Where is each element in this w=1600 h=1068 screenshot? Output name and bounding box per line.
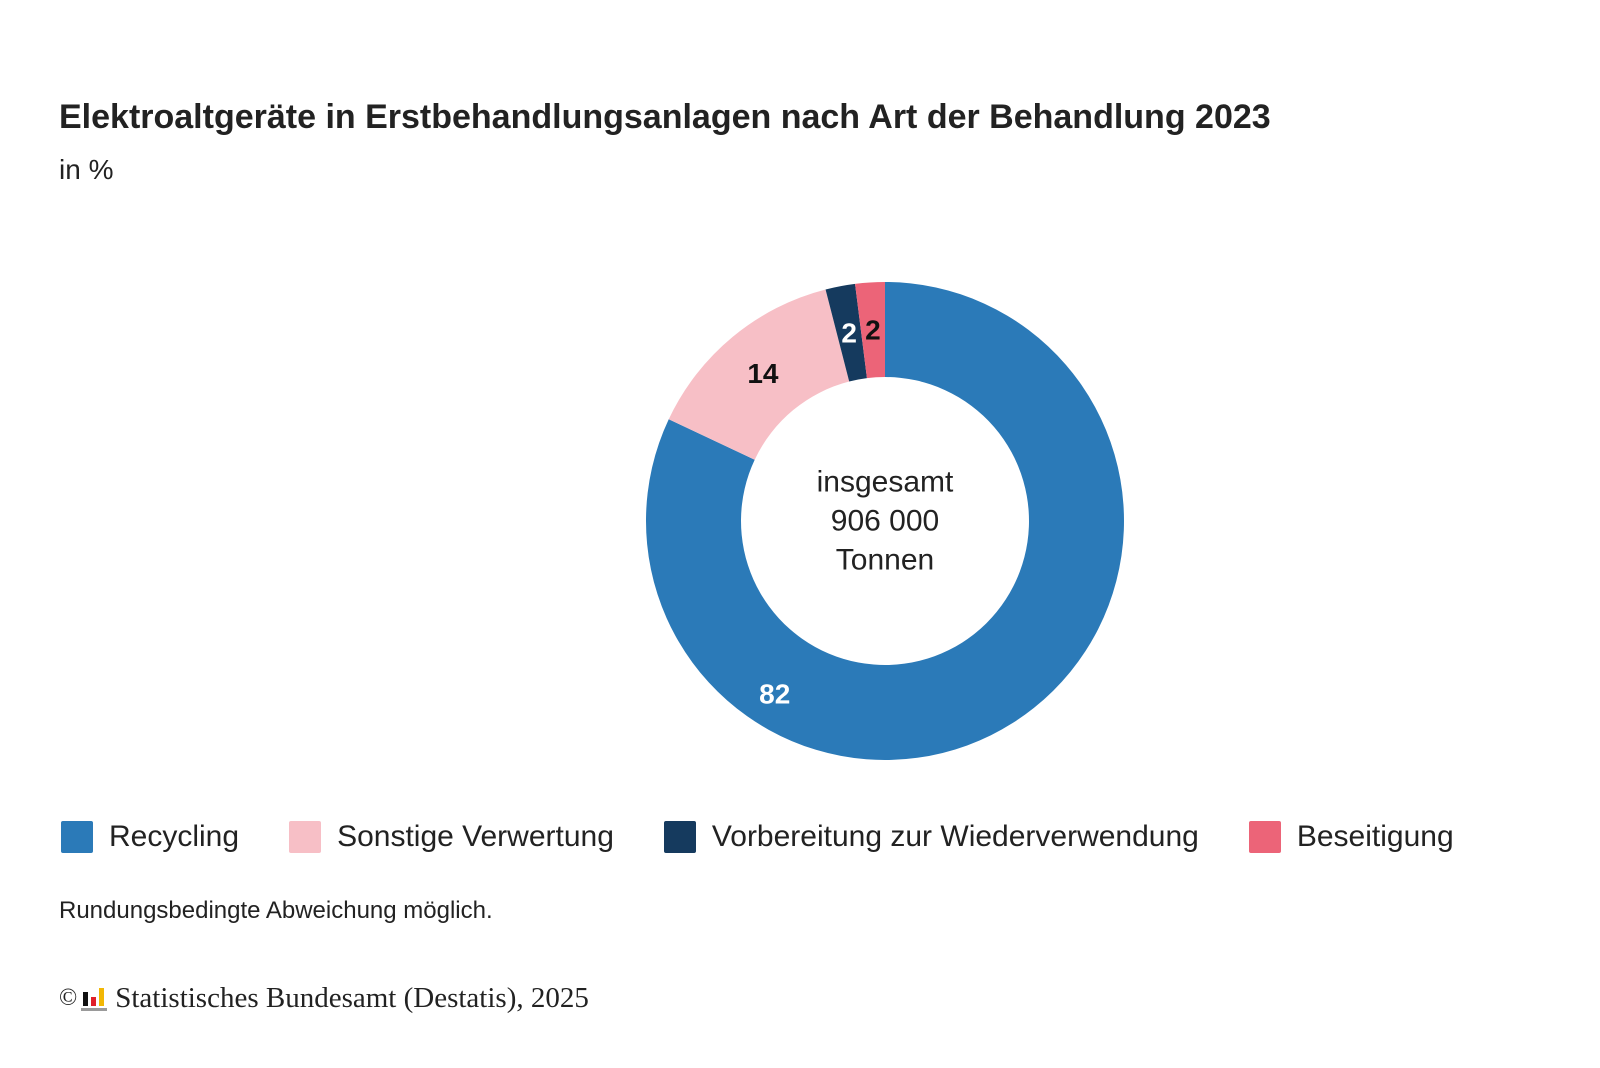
data-label-beseitigung: 2 xyxy=(865,314,881,345)
donut-slice-sonstige-verwertung[interactable] xyxy=(668,289,850,460)
center-label-line: Tonnen xyxy=(836,544,934,577)
chart-subtitle: in % xyxy=(59,154,114,185)
donut-center-label: insgesamt 906 000 Tonnen xyxy=(817,466,954,577)
legend-item-vorbereitung[interactable]: Vorbereitung zur Wiederverwendung xyxy=(663,820,1199,854)
rounding-note: Rundungsbedingte Abweichung möglich. xyxy=(59,897,493,924)
source-text: Statistisches Bundesamt (Destatis), 2025 xyxy=(115,982,589,1014)
legend-swatch-recycling xyxy=(61,821,93,853)
legend-label-sonstige-verwertung: Sonstige Verwertung xyxy=(337,820,614,853)
destatis-logo-icon xyxy=(81,986,109,1012)
center-label-line: insgesamt xyxy=(817,466,954,499)
copyright-icon: © xyxy=(59,985,78,1011)
legend-item-sonstige-verwertung[interactable]: Sonstige Verwertung xyxy=(289,820,614,854)
data-label-sonstige-verwertung: 14 xyxy=(747,358,779,389)
donut-slice-vorbereitung-zur-wiederverwendung[interactable] xyxy=(825,283,867,382)
data-label-recycling: 82 xyxy=(759,678,790,709)
legend-swatch-beseitigung xyxy=(1248,821,1281,853)
legend: Recycling Sonstige Verwertung Vorbereitu… xyxy=(61,820,1454,854)
legend-label-vorbereitung: Vorbereitung zur Wiederverwendung xyxy=(711,820,1199,853)
center-label-line: 906 000 xyxy=(831,505,939,538)
legend-swatch-sonstige-verwertung xyxy=(289,821,322,853)
legend-label-recycling: Recycling xyxy=(109,820,240,853)
legend-item-recycling[interactable]: Recycling xyxy=(61,820,239,854)
source-line: © Statistisches Bundesamt (Destatis), 20… xyxy=(59,982,589,1015)
donut-slices xyxy=(646,282,1124,760)
legend-item-beseitigung[interactable]: Beseitigung xyxy=(1248,820,1454,854)
donut-slice-beseitigung[interactable] xyxy=(855,282,885,379)
data-label-vorbereitung-zur-wiederverwendung: 2 xyxy=(841,317,857,348)
legend-label-beseitigung: Beseitigung xyxy=(1296,820,1454,853)
donut-slice-labels: 82 14 2 2 xyxy=(747,314,880,709)
chart-title: Elektroaltgeräte in Erstbehandlungsanlag… xyxy=(59,98,1271,136)
legend-swatch-vorbereitung xyxy=(663,821,696,853)
donut-slice-recycling[interactable] xyxy=(646,282,1124,760)
donut-chart: 82 14 2 2 insgesamt 906 000 Tonnen xyxy=(646,282,1124,760)
